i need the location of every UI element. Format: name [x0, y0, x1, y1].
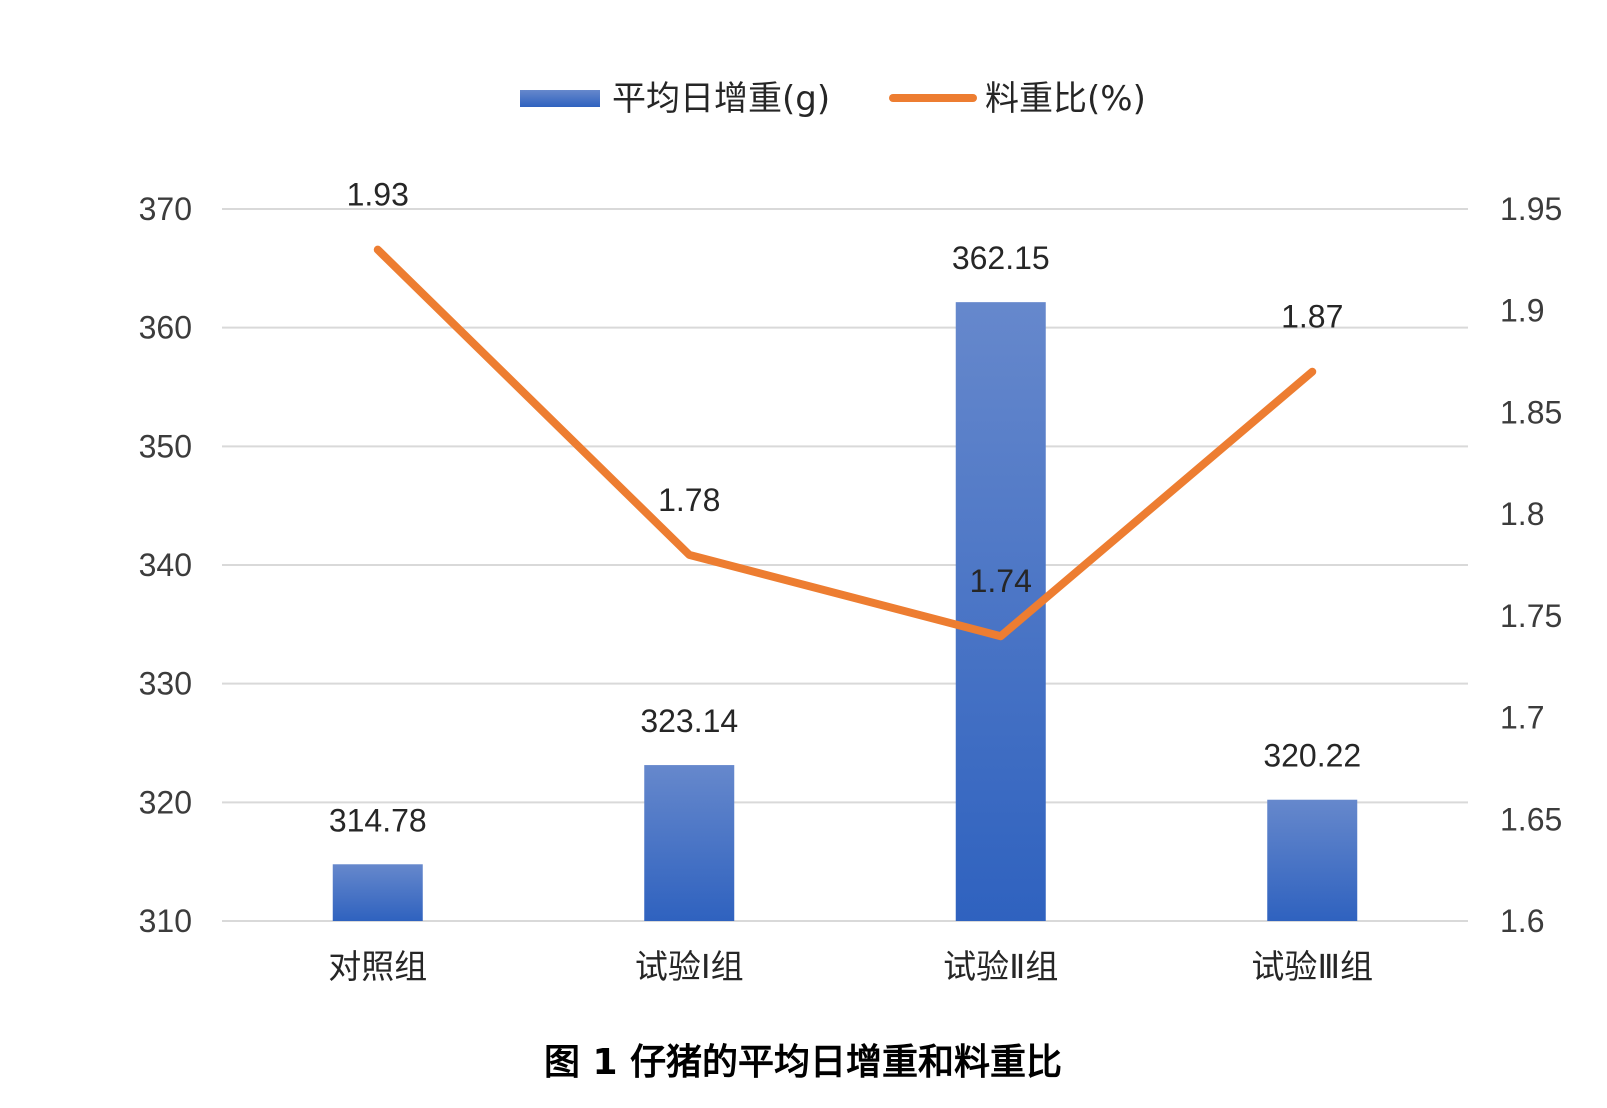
right-tick-label: 1.9	[1500, 293, 1544, 329]
bar-data-label: 323.14	[640, 703, 738, 739]
right-tick-label: 1.8	[1500, 496, 1544, 532]
bar-series	[332, 302, 1358, 921]
bar	[644, 765, 735, 921]
left-tick-label: 340	[139, 547, 192, 583]
legend-bar-label: 平均日增重(g)	[612, 79, 830, 119]
line-series	[373, 245, 1317, 641]
figure-caption: 图 1 仔猪的平均日增重和料重比	[544, 1042, 1062, 1083]
right-tick-label: 1.7	[1500, 700, 1544, 736]
legend-bar-swatch	[520, 90, 600, 107]
right-tick-label: 1.85	[1500, 394, 1562, 430]
line-data-label: 1.74	[970, 563, 1032, 599]
bar-data-label: 314.78	[329, 802, 427, 838]
bar	[1267, 799, 1358, 921]
bar-data-label: 362.15	[952, 240, 1050, 276]
legend-line-label: 料重比(%)	[985, 79, 1146, 119]
grid-lines	[222, 208, 1468, 922]
left-axis-ticks: 310 320 330 340 350 360 370	[139, 191, 192, 939]
line-data-labels: 1.93 1.78 1.74 1.87	[347, 177, 1344, 600]
right-tick-label: 1.65	[1500, 801, 1562, 837]
category-label: 试验Ⅰ组	[635, 947, 744, 986]
bar-data-labels: 314.78 323.14 362.15 320.22	[329, 240, 1361, 838]
bar-data-label: 320.22	[1263, 738, 1361, 774]
left-tick-label: 370	[139, 191, 192, 227]
left-tick-label: 360	[139, 310, 192, 346]
right-tick-label: 1.75	[1500, 598, 1562, 634]
right-tick-label: 1.6	[1500, 903, 1544, 939]
line-data-label: 1.87	[1281, 299, 1343, 335]
category-label: 对照组	[328, 947, 427, 986]
line-path	[373, 245, 1317, 641]
category-label: 试验Ⅱ组	[943, 947, 1058, 986]
line-data-label: 1.78	[658, 482, 720, 518]
line-data-label: 1.93	[347, 177, 409, 213]
bar	[332, 864, 423, 921]
left-tick-label: 350	[139, 428, 192, 464]
category-labels: 对照组 试验Ⅰ组 试验Ⅱ组 试验Ⅲ组	[328, 947, 1373, 986]
left-tick-label: 310	[139, 903, 192, 939]
left-tick-label: 320	[139, 784, 192, 820]
left-tick-label: 330	[139, 666, 192, 702]
category-label: 试验Ⅲ组	[1251, 947, 1373, 986]
right-tick-label: 1.95	[1500, 191, 1562, 227]
legend: 平均日增重(g) 料重比(%)	[520, 79, 1146, 119]
right-axis-ticks: 1.6 1.65 1.7 1.75 1.8 1.85 1.9 1.95	[1500, 191, 1562, 939]
